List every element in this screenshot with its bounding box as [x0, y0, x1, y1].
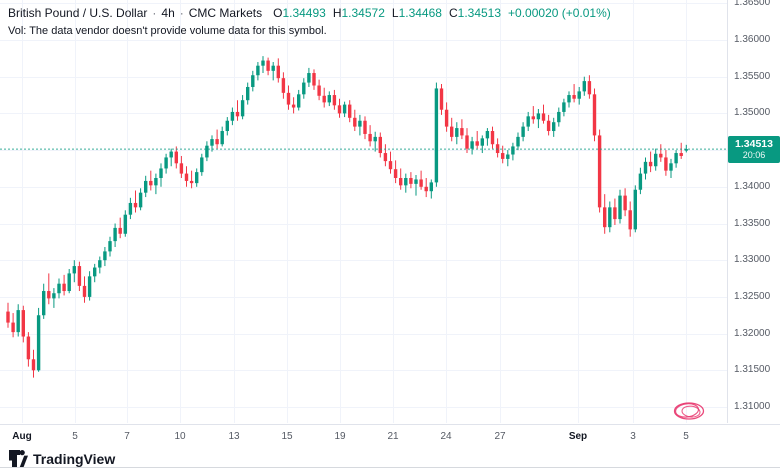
- brand-name: TradingView: [33, 450, 116, 467]
- last-price-label: 1.34513 20:06: [728, 136, 780, 164]
- chart-pane[interactable]: British Pound / U.S. Dollar · 4h · CMC M…: [0, 0, 728, 423]
- time-tick-label: 5: [683, 431, 689, 442]
- time-tick-label: 5: [72, 431, 78, 442]
- red-scribble-annotation[interactable]: [670, 400, 708, 423]
- price-scale[interactable]: 1.34513 20:06 1.36500 1.36000 1.35500 1.350…: [728, 0, 780, 423]
- chart-legend: British Pound / U.S. Dollar · 4h · CMC M…: [8, 6, 611, 37]
- price-tick-label: 1.35500: [734, 70, 771, 82]
- symbol-interval[interactable]: 4h: [161, 6, 175, 20]
- time-tick-label: 24: [440, 431, 452, 442]
- time-tick-label: 10: [174, 431, 186, 442]
- time-tick-label: 7: [124, 431, 130, 442]
- price-tick-label: 1.33000: [734, 254, 771, 266]
- legend-separator: ·: [152, 6, 157, 20]
- tradingview-logo[interactable]: TradingView: [9, 450, 115, 467]
- price-change: +0.00020 (+0.01%): [508, 6, 611, 20]
- gbpusd-candlestick-chart[interactable]: [0, 0, 727, 423]
- time-tick-label: 15: [281, 431, 293, 442]
- grid-layer: [0, 0, 727, 423]
- price-tick-label: 1.31000: [734, 400, 771, 412]
- price-tick-label: 1.36500: [734, 0, 771, 9]
- symbol-title[interactable]: British Pound / U.S. Dollar: [8, 6, 148, 20]
- price-tick-label: 1.31500: [734, 364, 771, 376]
- symbol-exchange: CMC Markets: [188, 6, 263, 20]
- symbol-legend-row: British Pound / U.S. Dollar · 4h · CMC M…: [8, 6, 611, 20]
- time-scale[interactable]: Aug 5 7 10 13 15 19 21 24 27 Sep 3 5: [0, 424, 780, 448]
- volume-indicator-message: Vol: The data vendor doesn't provide vol…: [8, 25, 327, 37]
- time-tick-label: 27: [494, 431, 506, 442]
- ohlc-o: O1.34493: [273, 6, 326, 20]
- time-tick-label: 13: [228, 431, 240, 442]
- time-tick-label: 21: [387, 431, 399, 442]
- last-price-value: 1.34513: [735, 138, 773, 151]
- time-tick-label: Aug: [12, 431, 32, 442]
- ohlc-l: L1.34468: [391, 6, 442, 20]
- bottom-divider: [0, 467, 780, 468]
- price-tick-label: 1.34000: [734, 180, 771, 192]
- time-tick-label: Sep: [568, 431, 588, 442]
- ohlc-c: C1.34513: [448, 6, 502, 20]
- footer-bar: TradingView: [0, 447, 780, 470]
- price-tick-label: 1.32500: [734, 290, 771, 302]
- candles-layer: [6, 56, 688, 378]
- time-tick-label: 3: [630, 431, 636, 442]
- ohlc-values: O1.34493 H1.34572 L1.34468 C1.34513: [273, 6, 501, 20]
- price-tick-label: 1.32000: [734, 327, 771, 339]
- price-tick-label: 1.33500: [734, 217, 771, 229]
- price-tick-label: 1.35000: [734, 107, 771, 119]
- tradingview-icon: [9, 450, 28, 467]
- bar-countdown: 20:06: [742, 150, 766, 161]
- legend-separator: ·: [179, 6, 184, 20]
- time-tick-label: 19: [334, 431, 346, 442]
- ohlc-h: H1.34572: [332, 6, 385, 20]
- price-tick-label: 1.36000: [734, 34, 771, 45]
